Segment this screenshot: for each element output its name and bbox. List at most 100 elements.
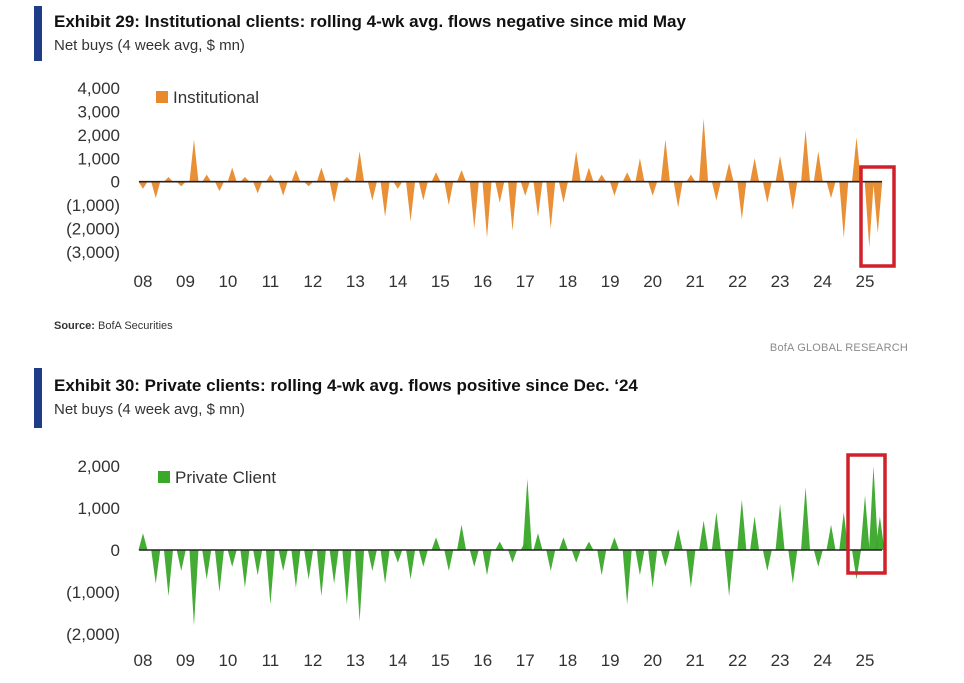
data-point bbox=[699, 520, 709, 550]
exhibit-29-subtitle: Net buys (4 week avg, $ mn) bbox=[54, 37, 245, 54]
data-point bbox=[686, 550, 696, 588]
data-point bbox=[495, 181, 505, 203]
data-point bbox=[597, 550, 607, 576]
data-point bbox=[189, 139, 199, 182]
data-point bbox=[482, 181, 492, 238]
data-point bbox=[508, 181, 517, 231]
data-point bbox=[737, 499, 747, 550]
data-point bbox=[622, 172, 632, 182]
data-point bbox=[431, 172, 441, 182]
data-point bbox=[265, 174, 275, 182]
data-point bbox=[775, 503, 785, 550]
y-tick-label: 0 bbox=[111, 173, 120, 192]
data-point bbox=[571, 151, 581, 182]
source-value: BofA Securities bbox=[98, 320, 173, 332]
y-tick-label: 3,000 bbox=[77, 102, 120, 121]
data-point bbox=[151, 181, 161, 199]
data-point bbox=[202, 550, 212, 580]
data-point bbox=[852, 137, 862, 182]
series-private-client bbox=[138, 466, 885, 626]
x-tick-label: 24 bbox=[813, 651, 832, 670]
data-point bbox=[571, 550, 581, 563]
data-point bbox=[316, 550, 326, 597]
x-tick-label: 19 bbox=[601, 272, 620, 291]
data-point bbox=[826, 524, 836, 550]
data-point bbox=[699, 118, 709, 182]
data-point bbox=[660, 139, 670, 182]
data-point bbox=[533, 181, 543, 217]
data-point bbox=[622, 550, 632, 605]
data-point bbox=[597, 174, 607, 182]
y-tick-label: (1,000) bbox=[66, 196, 120, 215]
x-tick-label: 25 bbox=[856, 651, 875, 670]
data-point bbox=[775, 155, 785, 182]
x-tick-label: 24 bbox=[813, 272, 832, 291]
data-point bbox=[801, 487, 811, 550]
data-point bbox=[724, 550, 734, 597]
data-point bbox=[202, 174, 212, 182]
x-tick-label: 20 bbox=[643, 651, 662, 670]
x-tick-label: 13 bbox=[346, 272, 365, 291]
data-point bbox=[508, 550, 517, 563]
data-point bbox=[291, 550, 301, 588]
data-point bbox=[278, 181, 288, 196]
data-point bbox=[869, 466, 879, 550]
x-tick-label: 17 bbox=[516, 651, 535, 670]
y-tick-label: (2,000) bbox=[66, 625, 120, 644]
data-point bbox=[444, 550, 454, 571]
data-point bbox=[393, 550, 403, 563]
data-point bbox=[457, 170, 467, 182]
data-point bbox=[482, 550, 492, 576]
data-point bbox=[291, 170, 301, 182]
data-point bbox=[648, 181, 658, 196]
data-point bbox=[839, 181, 849, 238]
data-point bbox=[265, 550, 275, 605]
source-note: Source: BofA Securities bbox=[54, 320, 173, 332]
data-point bbox=[138, 181, 148, 189]
data-point bbox=[444, 181, 454, 206]
data-point bbox=[648, 550, 658, 588]
y-tick-label: 2,000 bbox=[77, 126, 120, 145]
data-point bbox=[253, 181, 263, 194]
data-point bbox=[355, 550, 365, 622]
data-point bbox=[227, 550, 237, 567]
data-point bbox=[558, 181, 568, 203]
x-tick-label: 18 bbox=[558, 272, 577, 291]
data-point bbox=[329, 181, 339, 203]
data-point bbox=[750, 516, 760, 550]
data-point bbox=[864, 181, 874, 248]
data-point bbox=[635, 158, 645, 182]
data-point bbox=[355, 151, 365, 182]
exhibit-30-accent-bar bbox=[34, 368, 42, 428]
y-tick-label: 0 bbox=[111, 541, 120, 560]
x-tick-label: 23 bbox=[771, 651, 790, 670]
x-tick-label: 25 bbox=[856, 272, 875, 291]
data-point bbox=[189, 550, 199, 626]
data-point bbox=[163, 177, 173, 182]
data-point bbox=[788, 550, 798, 584]
data-point bbox=[673, 529, 683, 550]
private-client-chart: 2,000 1,000 0 (1,000) (2,000) 08 09 10 11 12 13 14 1… bbox=[66, 453, 887, 670]
y-tick-label: 1,000 bbox=[77, 149, 120, 168]
x-tick-label: 20 bbox=[643, 272, 662, 291]
data-point bbox=[813, 550, 823, 567]
data-point bbox=[873, 181, 883, 234]
data-point bbox=[635, 550, 645, 576]
data-point bbox=[342, 550, 352, 605]
source-label: Source: bbox=[54, 320, 95, 332]
data-point bbox=[813, 151, 823, 182]
data-point bbox=[151, 550, 161, 584]
data-point bbox=[176, 181, 186, 187]
x-tick-label: 11 bbox=[262, 272, 280, 291]
y-tick-label: 4,000 bbox=[77, 79, 120, 98]
data-point bbox=[711, 181, 721, 201]
y-tick-label: 1,000 bbox=[77, 499, 120, 518]
x-tick-label: 09 bbox=[176, 272, 195, 291]
x-tick-label: 10 bbox=[218, 651, 237, 670]
data-point bbox=[860, 495, 870, 550]
data-point bbox=[826, 181, 836, 199]
data-point bbox=[724, 162, 734, 182]
legend-label: Private Client bbox=[175, 468, 276, 487]
data-point bbox=[367, 550, 377, 571]
data-point bbox=[762, 181, 772, 203]
